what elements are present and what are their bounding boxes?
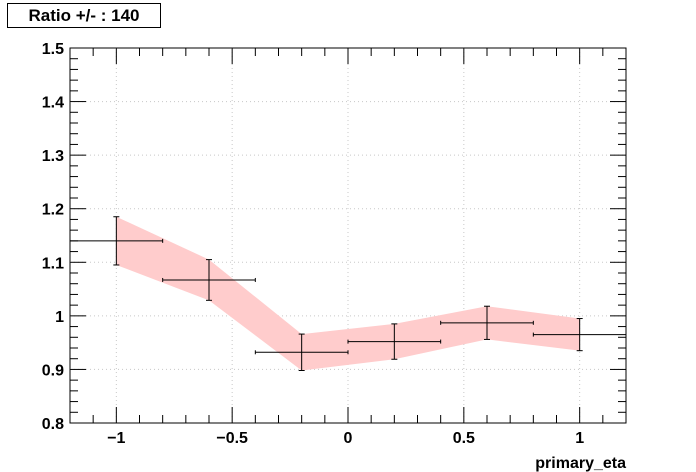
x-tick-label: 0: [344, 430, 353, 447]
y-tick-label: 1.4: [42, 95, 64, 112]
data-point: [532, 318, 627, 352]
data-markers: [69, 216, 627, 371]
x-tick-label: −0.5: [216, 430, 248, 447]
y-tick-label: 1: [55, 309, 64, 326]
y-tick-label: 1.5: [42, 41, 64, 58]
data-point: [347, 323, 442, 360]
y-tick-label: 0.8: [42, 416, 64, 433]
data-point: [440, 305, 534, 340]
data-point: [254, 333, 349, 371]
data-point: [162, 259, 256, 301]
data-point: [69, 216, 164, 266]
error-band: [116, 216, 580, 371]
y-tick-label: 0.9: [42, 362, 64, 379]
y-tick-label: 1.1: [42, 255, 64, 272]
y-tick-label: 1.2: [42, 202, 64, 219]
y-tick-label: 1.3: [42, 148, 64, 165]
error-band-area: [116, 216, 580, 371]
x-tick-label: 0.5: [453, 430, 475, 447]
chart-title: Ratio +/- : 140: [7, 3, 161, 28]
x-tick-label: 1: [575, 430, 584, 447]
x-tick-label: −1: [107, 430, 125, 447]
x-axis-title: primary_eta: [535, 455, 626, 472]
axes: 0.8 0.9 1 1.1 1.2 1.3 1.4 1.5 −1 −0.5 0 0.5 1: [42, 41, 627, 447]
